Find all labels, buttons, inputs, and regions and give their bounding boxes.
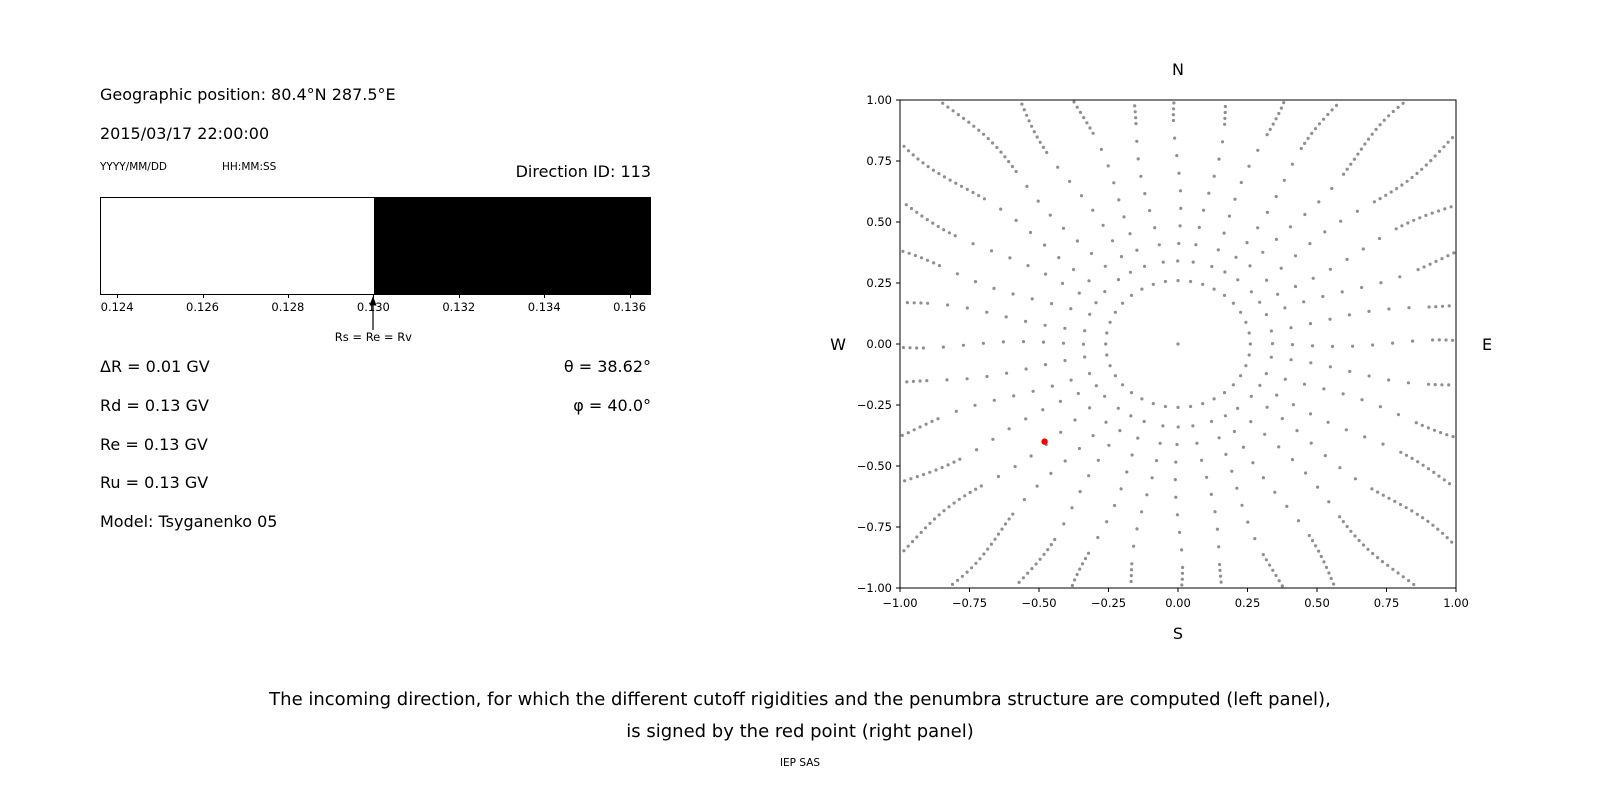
bar-segment-white <box>101 198 375 294</box>
svg-text:−0.25: −0.25 <box>1091 596 1126 610</box>
bar-tick-mark <box>544 295 546 298</box>
theta-text: θ = 38.62° <box>563 357 651 376</box>
direction-id-text: Direction ID: 113 <box>515 162 651 181</box>
bar-segment-black <box>374 198 650 294</box>
direction-scatter-plot: −1.00 −0.75 −0.50 −0.25 0.00 0.25 0.50 0.75 1.00… <box>857 93 1469 610</box>
param-line: ΔR = 0.01 GV <box>100 357 210 376</box>
svg-text:1.00: 1.00 <box>1443 596 1469 610</box>
rigidity-arrow <box>369 296 377 330</box>
bar-tick-label: 0.126 <box>186 300 219 314</box>
svg-text:0.00: 0.00 <box>866 337 892 351</box>
param-line: Model: Tsyganenko 05 <box>100 512 278 531</box>
param-list: ΔR = 0.01 GV Rd = 0.13 GV Re = 0.13 GV Ru =… <box>100 357 460 577</box>
svg-text:0.75: 0.75 <box>866 154 892 168</box>
geo-position-text: Geographic position: 80.4°N 287.5°E <box>100 85 396 104</box>
bar-tick-label: 0.128 <box>271 300 305 314</box>
date-format-label: YYYY/MM/DD <box>100 161 168 173</box>
compass-label-west: W <box>830 335 846 354</box>
svg-text:−0.75: −0.75 <box>857 520 892 534</box>
caption-line-1: The incoming direction, for which the di… <box>269 689 1331 710</box>
bar-tick-mark <box>458 295 460 298</box>
svg-text:0.25: 0.25 <box>1235 596 1261 610</box>
svg-text:0.50: 0.50 <box>1304 596 1330 610</box>
param-line: Re = 0.13 GV <box>100 434 208 454</box>
bar-tick-label: 0.124 <box>100 300 134 314</box>
param-line: Ru = 0.13 GV <box>100 473 209 493</box>
y-axis-ticks: 1.00 0.75 0.50 0.25 0.00 −0.25 −0.50 −0.75 −1.00 <box>857 93 900 595</box>
bar-tick-mark <box>287 295 289 298</box>
phi-text: φ = 40.0° <box>573 396 651 415</box>
bar-tick-mark <box>373 295 375 298</box>
bar-tick-label: 0.136 <box>613 300 647 314</box>
bar-tick-label: 0.132 <box>442 300 476 314</box>
x-axis-ticks: −1.00 −0.75 −0.50 −0.25 0.00 0.25 0.50 0.75 1.00 <box>882 588 1469 610</box>
credit-text: IEP SAS <box>779 757 821 769</box>
svg-text:1.00: 1.00 <box>866 93 892 107</box>
svg-text:−0.75: −0.75 <box>952 596 987 610</box>
bar-tick-mark <box>629 295 631 298</box>
svg-text:−1.00: −1.00 <box>857 581 892 595</box>
bar-axis: 0.124 0.126 0.128 0.130 0.132 0.134 0.136 <box>100 295 651 317</box>
compass-label-north: N <box>1172 60 1184 79</box>
caption-line-2: is signed by the red point (right panel) <box>626 721 974 742</box>
bar-tick-mark <box>117 295 119 298</box>
penumbra-bar <box>100 197 651 295</box>
arrow-label: Rs = Re = Rv <box>334 330 412 344</box>
svg-text:0.75: 0.75 <box>1374 596 1400 610</box>
time-format-label: HH:MM:SS <box>222 161 277 173</box>
svg-text:0.25: 0.25 <box>866 276 892 290</box>
svg-text:0.50: 0.50 <box>866 215 892 229</box>
datetime-text: 2015/03/17 22:00:00 <box>100 124 270 143</box>
gray-dot-cloud <box>900 100 1456 588</box>
param-line: Rd = 0.13 GV <box>100 395 209 415</box>
svg-text:0.00: 0.00 <box>1165 596 1191 610</box>
svg-text:−1.00: −1.00 <box>882 596 917 610</box>
bar-tick-label: 0.134 <box>527 300 561 314</box>
svg-text:−0.50: −0.50 <box>857 459 892 473</box>
svg-text:−0.25: −0.25 <box>857 398 892 412</box>
svg-text:−0.50: −0.50 <box>1021 596 1056 610</box>
compass-label-east: E <box>1481 335 1493 354</box>
compass-label-south: S <box>1172 624 1184 643</box>
red-direction-point <box>1041 438 1048 445</box>
bar-tick-mark <box>202 295 204 298</box>
